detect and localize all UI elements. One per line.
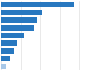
Bar <box>1 64 6 69</box>
Bar <box>1 56 10 61</box>
Bar <box>1 10 42 15</box>
Bar <box>1 25 34 31</box>
Bar <box>1 40 17 46</box>
Bar <box>1 2 74 7</box>
Bar <box>1 33 24 38</box>
Bar <box>1 17 37 23</box>
Bar <box>1 48 14 54</box>
